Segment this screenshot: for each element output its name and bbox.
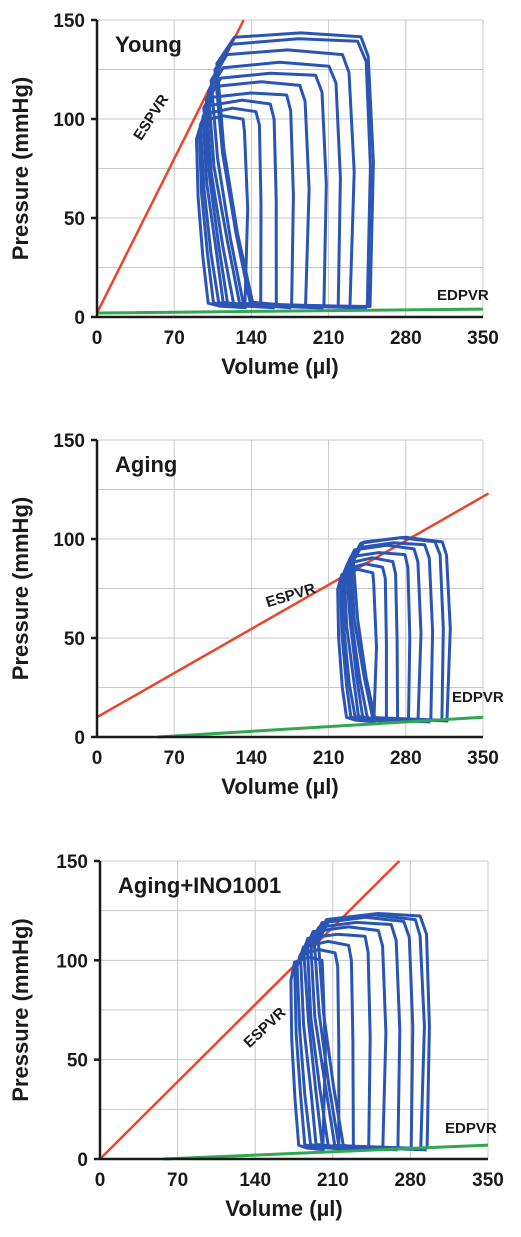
pv-loop [316,912,431,1152]
x-tick-label: 280 [390,748,422,769]
x-tick-label: 210 [313,328,345,349]
x-tick-label: 210 [313,748,345,769]
x-tick-label: 140 [236,748,268,769]
y-tick-label: 50 [64,209,85,230]
pv-loop [204,71,328,310]
panel-title: Aging+INO1001 [118,873,281,898]
x-tick-label: 70 [167,1170,188,1191]
edpvr-label: EDPVR [445,1120,497,1137]
x-tick-label: 0 [92,748,103,769]
x-tick-label: 70 [164,328,185,349]
x-tick-label: 210 [317,1170,349,1191]
y-tick-label: 0 [74,728,85,749]
panel-title: Aging [115,452,177,477]
y-tick-label: 50 [64,629,85,650]
panel-title: Young [115,32,182,57]
y-axis-title: Pressure (mmHg) [8,918,33,1101]
chart-panel-1: 0 70 140 210 280 350 0 50 100 150 Volume (µl) Press… [8,11,499,379]
y-axis-title: Pressure (mmHg) [8,497,33,680]
pv-loop [302,925,388,1150]
pv-loop [289,955,327,1152]
espvr-line [96,492,490,719]
y-tick-label: 50 [67,1051,88,1072]
x-tick-label: 350 [467,748,499,769]
x-tick-label: 70 [164,748,185,769]
edpvr-line [157,715,484,739]
x-tick-label: 350 [467,328,499,349]
espvr-label: ESPVR [130,91,172,143]
y-tick-label: 150 [53,11,85,32]
edpvr-label: EDPVR [452,689,504,706]
y-tick-label: 100 [53,110,85,131]
x-tick-label: 140 [239,1170,271,1191]
pv-loop [215,31,375,308]
x-tick-label: 0 [95,1170,106,1191]
y-tick-label: 100 [53,530,85,551]
x-axis-title: Volume (µl) [221,774,338,799]
edpvr-line [96,307,484,315]
x-axis-title: Volume (µl) [221,354,338,379]
y-axis-title: Pressure (mmHg) [8,77,33,260]
y-tick-label: 150 [53,431,85,452]
edpvr-label: EDPVR [437,287,489,304]
pv-loop [351,535,452,723]
y-tick-label: 0 [74,308,85,329]
edpvr-line [163,1143,489,1161]
chart-panel-3: 0 70 140 210 280 350 0 50 100 150 Volume (µl) Press… [8,852,504,1221]
x-tick-label: 0 [92,328,103,349]
x-axis-title: Volume (µl) [225,1196,342,1221]
x-tick-label: 350 [472,1170,504,1191]
x-tick-label: 280 [390,328,422,349]
x-tick-label: 140 [236,328,268,349]
y-tick-label: 100 [56,951,88,972]
y-tick-label: 150 [56,852,88,873]
y-tick-label: 0 [77,1150,88,1171]
espvr-line [99,860,401,1160]
x-tick-label: 280 [395,1170,427,1191]
pv-loop [209,48,356,309]
chart-panel-2: 0 70 140 210 280 350 0 50 100 150 Volume (µl) Press… [8,431,504,799]
